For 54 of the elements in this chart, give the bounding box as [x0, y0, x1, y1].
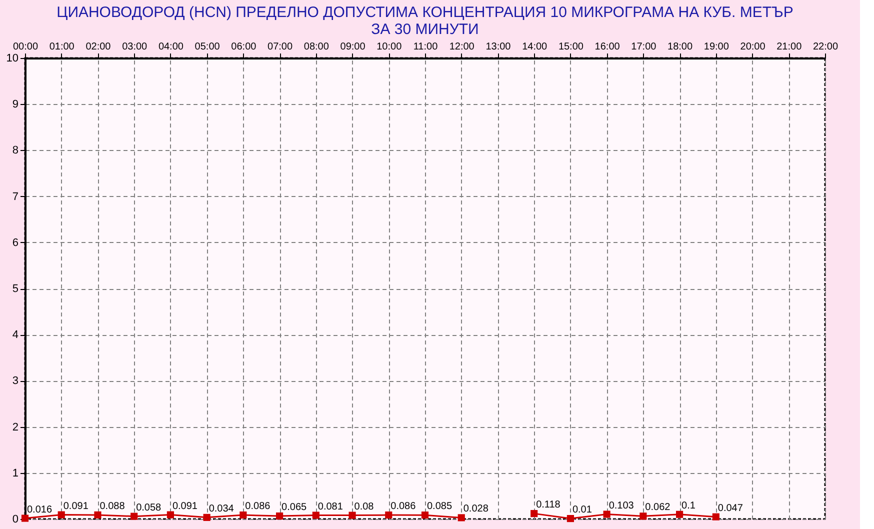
data-label: 0.085 — [427, 501, 452, 512]
y-tick-label: 6 — [12, 236, 18, 249]
y-tick-label: 4 — [12, 329, 18, 342]
data-label: 0.047 — [718, 502, 744, 514]
x-tick-label: 14:00 — [522, 42, 548, 52]
x-tick-label: 10:00 — [376, 42, 402, 52]
x-tick-label: 04:00 — [158, 42, 184, 52]
x-tick-label: 21:00 — [776, 42, 802, 52]
x-tick-label: 20:00 — [740, 42, 766, 52]
data-label: 0.058 — [136, 502, 162, 514]
x-tick-label: 13:00 — [486, 42, 512, 52]
data-label: 0.065 — [282, 502, 308, 514]
y-tick-label: 9 — [12, 98, 18, 111]
data-label: 0.08 — [354, 501, 374, 512]
x-tick-label: 15:00 — [558, 42, 584, 52]
data-label: 0.086 — [390, 501, 416, 512]
x-tick-label: 00:00 — [12, 42, 38, 52]
x-tick-label: 17:00 — [631, 42, 657, 52]
y-tick-label: 8 — [12, 144, 18, 157]
data-label: 0.01 — [572, 504, 592, 516]
data-label: 0.1 — [682, 500, 696, 512]
data-label: 0.091 — [172, 500, 198, 512]
x-tick-label: 08:00 — [304, 42, 330, 52]
x-tick-label: 16:00 — [594, 42, 620, 52]
y-tick-label: 7 — [12, 190, 18, 203]
data-label: 0.016 — [27, 504, 52, 516]
x-tick-label: 05:00 — [194, 42, 220, 52]
y-tick-label: 2 — [12, 421, 18, 434]
data-label: 0.118 — [536, 500, 561, 511]
x-tick-label: 09:00 — [340, 42, 366, 52]
x-tick-label: 11:00 — [413, 42, 438, 52]
y-tick-label: 10 — [6, 52, 18, 64]
data-label: 0.103 — [608, 500, 634, 512]
data-label: 0.091 — [63, 500, 89, 512]
x-tick-label: 19:00 — [704, 42, 730, 52]
y-tick-label: 3 — [12, 375, 18, 388]
data-label: 0.028 — [463, 504, 489, 515]
data-label: 0.088 — [100, 500, 126, 512]
x-tick-label: 12:00 — [449, 42, 475, 52]
data-label: 0.034 — [208, 503, 234, 514]
data-label: 0.081 — [318, 501, 344, 512]
x-tick-label: 18:00 — [668, 42, 693, 52]
x-tick-label: 02:00 — [86, 42, 112, 52]
chart-title: ЦИАНОВОДОРОД (HCN) ПРЕДЕЛНО ДОПУСТИМА КОНЦЕНТРАЦИЯ 10 МИКРОГРАМА НА КУБ. МЕТЪР ЗА 30 МИНУТИ — [56, 4, 794, 38]
x-tick-label: 06:00 — [231, 42, 257, 52]
y-tick-label: 1 — [12, 467, 18, 480]
x-tick-label: 01:00 — [49, 42, 75, 52]
y-tick-label: 5 — [12, 283, 18, 295]
x-tick-label: 22:00 — [812, 42, 838, 52]
x-tick-label: 07:00 — [268, 42, 293, 52]
x-tick-label: 03:00 — [122, 42, 148, 52]
data-label: 0.062 — [645, 502, 671, 514]
data-label: 0.086 — [245, 501, 271, 512]
y-tick-label: 0 — [12, 514, 18, 526]
